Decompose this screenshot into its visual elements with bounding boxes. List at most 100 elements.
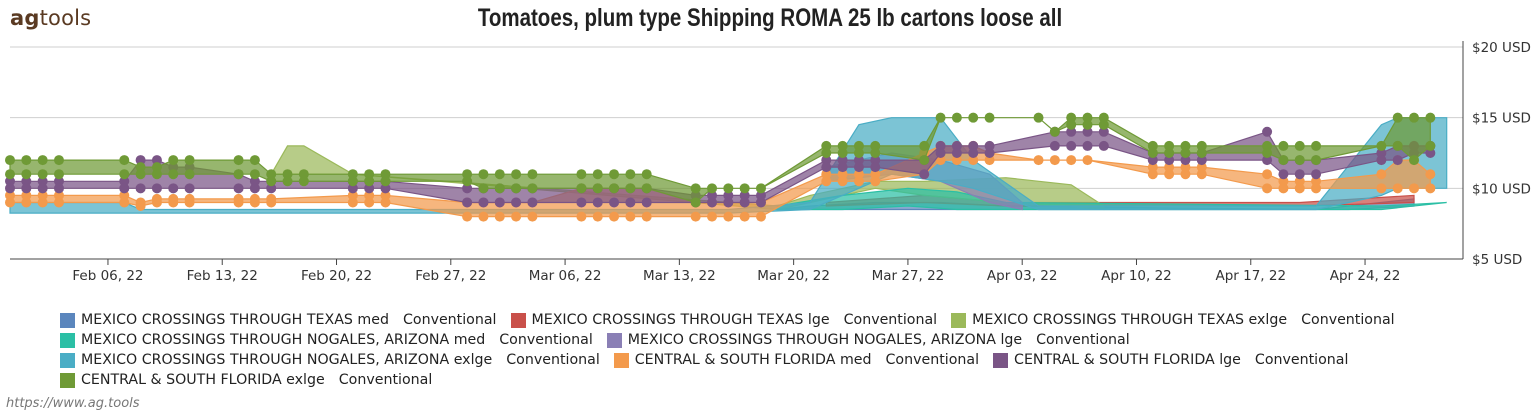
point-low[interactable] xyxy=(53,183,64,194)
point-high[interactable] xyxy=(135,162,146,173)
point-high[interactable] xyxy=(853,169,864,180)
point-high[interactable] xyxy=(968,112,979,123)
point-high[interactable] xyxy=(53,155,64,166)
point-low[interactable] xyxy=(853,162,864,173)
point-high[interactable] xyxy=(494,169,505,180)
point-low[interactable] xyxy=(1180,148,1191,158)
point-low[interactable] xyxy=(690,211,701,222)
point-high[interactable] xyxy=(870,155,881,166)
point-low[interactable] xyxy=(233,169,244,180)
legend-item[interactable]: MEXICO CROSSINGS THROUGH TEXAS exlge Conv… xyxy=(951,312,1395,328)
point-high[interactable] xyxy=(364,190,375,201)
point-low[interactable] xyxy=(984,148,995,158)
point-high[interactable] xyxy=(1409,112,1420,123)
point-low[interactable] xyxy=(625,183,636,194)
point-high[interactable] xyxy=(347,190,358,201)
point-low[interactable] xyxy=(1066,140,1077,151)
point-low[interactable] xyxy=(511,197,522,208)
point-low[interactable] xyxy=(1164,169,1175,180)
point-low[interactable] xyxy=(511,211,522,222)
point-low[interactable] xyxy=(347,176,358,187)
point-low[interactable] xyxy=(266,183,277,194)
legend-item[interactable]: MEXICO CROSSINGS THROUGH NOGALES, ARIZON… xyxy=(60,352,600,368)
point-high[interactable] xyxy=(1311,140,1322,151)
point-high[interactable] xyxy=(837,169,848,180)
point-low[interactable] xyxy=(707,211,718,222)
point-low[interactable] xyxy=(266,197,277,208)
point-low[interactable] xyxy=(755,197,766,208)
point-low[interactable] xyxy=(135,169,146,180)
point-high[interactable] xyxy=(511,169,522,180)
legend-item[interactable]: MEXICO CROSSINGS THROUGH TEXAS med Conven… xyxy=(60,312,497,328)
point-high[interactable] xyxy=(478,169,489,180)
point-low[interactable] xyxy=(641,211,652,222)
point-low[interactable] xyxy=(478,197,489,208)
point-low[interactable] xyxy=(135,201,146,211)
point-low[interactable] xyxy=(870,176,881,187)
point-low[interactable] xyxy=(380,176,391,187)
point-low[interactable] xyxy=(592,183,603,194)
point-low[interactable] xyxy=(951,148,962,158)
point-low[interactable] xyxy=(870,148,881,158)
point-high[interactable] xyxy=(951,140,962,151)
point-high[interactable] xyxy=(1311,176,1322,187)
point-low[interactable] xyxy=(5,197,15,208)
point-high[interactable] xyxy=(837,140,848,151)
point-low[interactable] xyxy=(135,183,146,194)
point-low[interactable] xyxy=(625,211,636,222)
point-low[interactable] xyxy=(1311,183,1322,194)
point-high[interactable] xyxy=(1098,112,1109,123)
point-high[interactable] xyxy=(5,176,15,187)
point-low[interactable] xyxy=(690,197,701,208)
point-low[interactable] xyxy=(1392,140,1403,151)
point-high[interactable] xyxy=(739,190,750,201)
point-low[interactable] xyxy=(1196,148,1207,158)
point-high[interactable] xyxy=(690,183,701,194)
point-high[interactable] xyxy=(1196,162,1207,173)
point-low[interactable] xyxy=(739,197,750,208)
point-low[interactable] xyxy=(119,197,130,208)
point-low[interactable] xyxy=(1164,155,1175,166)
point-high[interactable] xyxy=(853,155,864,166)
point-low[interactable] xyxy=(168,197,179,208)
legend-item[interactable]: MEXICO CROSSINGS THROUGH NOGALES, ARIZON… xyxy=(606,332,1130,348)
point-high[interactable] xyxy=(870,169,881,180)
point-high[interactable] xyxy=(119,190,130,201)
point-low[interactable] xyxy=(1098,119,1109,130)
point-high[interactable] xyxy=(1278,140,1289,151)
point-low[interactable] xyxy=(821,162,832,173)
point-high[interactable] xyxy=(821,140,832,151)
point-low[interactable] xyxy=(1278,183,1289,194)
point-low[interactable] xyxy=(364,176,375,187)
point-low[interactable] xyxy=(527,197,538,208)
point-high[interactable] xyxy=(1294,176,1305,187)
point-low[interactable] xyxy=(609,197,620,208)
point-low[interactable] xyxy=(527,183,538,194)
point-high[interactable] xyxy=(1425,112,1436,123)
point-low[interactable] xyxy=(462,197,473,208)
point-high[interactable] xyxy=(1164,140,1175,151)
point-high[interactable] xyxy=(168,155,179,166)
point-high[interactable] xyxy=(935,140,946,151)
point-high[interactable] xyxy=(723,190,734,201)
point-low[interactable] xyxy=(249,197,260,208)
point-low[interactable] xyxy=(364,197,375,208)
point-low[interactable] xyxy=(53,169,64,180)
point-high[interactable] xyxy=(527,169,538,180)
point-low[interactable] xyxy=(168,183,179,194)
point-low[interactable] xyxy=(53,197,64,208)
point-high[interactable] xyxy=(870,140,881,151)
point-low[interactable] xyxy=(511,183,522,194)
point-low[interactable] xyxy=(347,183,358,194)
point-high[interactable] xyxy=(1066,126,1077,137)
point-low[interactable] xyxy=(184,183,195,194)
point-low[interactable] xyxy=(821,148,832,158)
point-high[interactable] xyxy=(1147,162,1158,173)
point-high[interactable] xyxy=(755,183,766,194)
point-high[interactable] xyxy=(707,183,718,194)
point-low[interactable] xyxy=(1164,148,1175,158)
point-low[interactable] xyxy=(641,183,652,194)
point-high[interactable] xyxy=(1082,126,1093,137)
point-high[interactable] xyxy=(592,169,603,180)
point-low[interactable] xyxy=(576,197,587,208)
